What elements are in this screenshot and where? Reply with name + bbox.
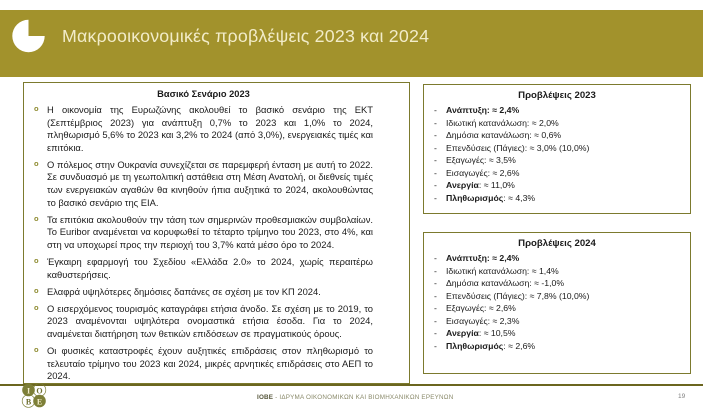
svg-text:O: O <box>36 386 42 395</box>
svg-text:E: E <box>37 397 42 406</box>
svg-text:B: B <box>26 397 32 406</box>
svg-text:I: I <box>27 386 30 395</box>
